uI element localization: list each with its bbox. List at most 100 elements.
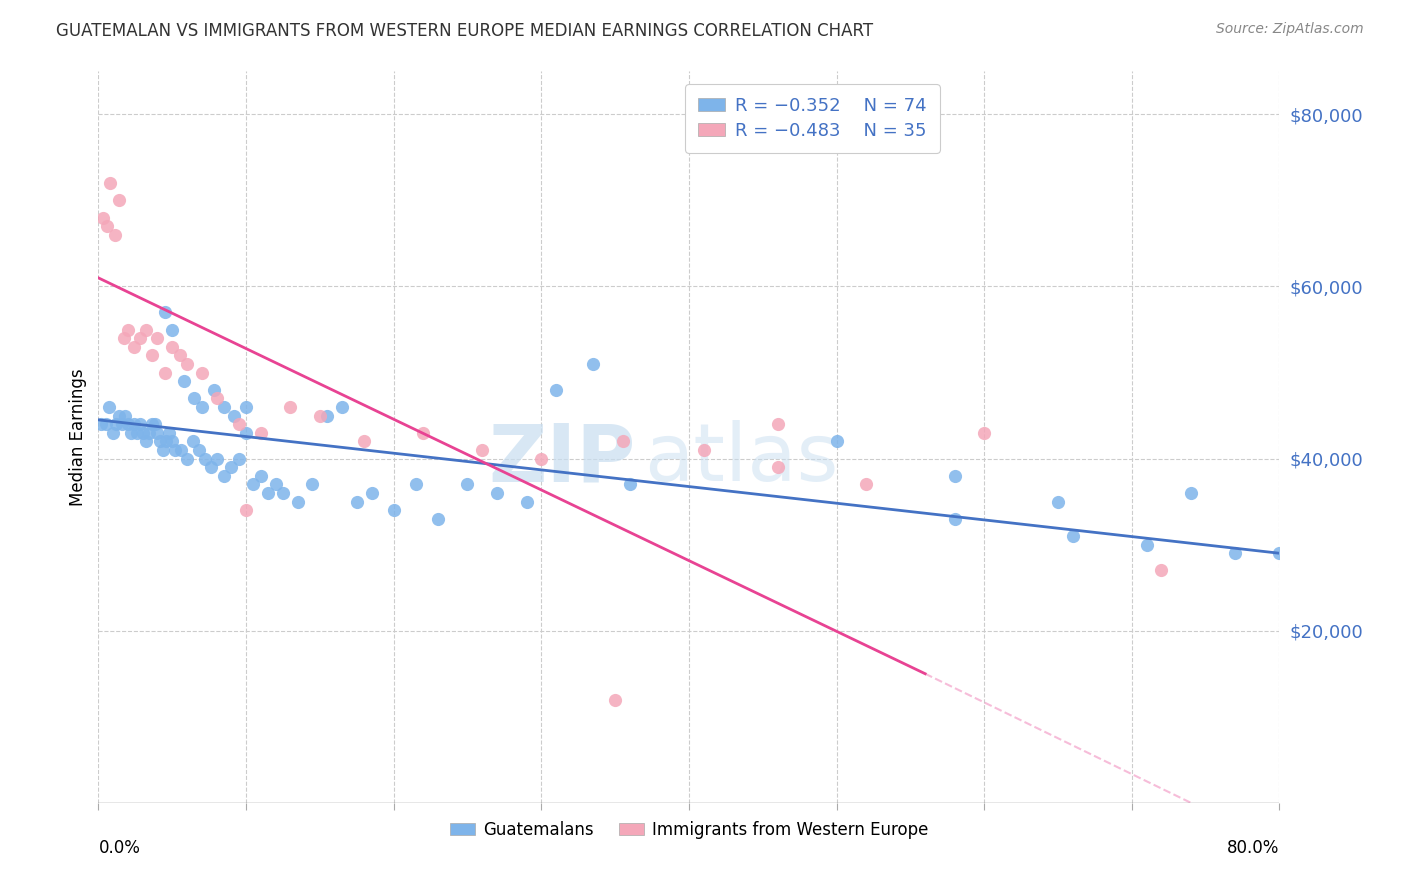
Point <box>766 417 789 432</box>
Point <box>855 477 877 491</box>
Point <box>316 409 339 423</box>
Point <box>141 348 163 362</box>
Point <box>141 417 163 432</box>
Point <box>153 366 176 380</box>
Point <box>943 512 966 526</box>
Point <box>257 486 280 500</box>
Point <box>212 400 235 414</box>
Point <box>181 434 204 449</box>
Point <box>90 417 112 432</box>
Point <box>1136 538 1159 552</box>
Point <box>405 477 427 491</box>
Point <box>612 434 634 449</box>
Point <box>427 512 450 526</box>
Point <box>128 331 150 345</box>
Point <box>135 434 157 449</box>
Point <box>152 442 174 457</box>
Point <box>105 417 128 432</box>
Legend: Guatemalans, Immigrants from Western Europe: Guatemalans, Immigrants from Western Eur… <box>443 814 935 846</box>
Text: 0.0%: 0.0% <box>98 839 141 857</box>
Point <box>104 227 127 242</box>
Point <box>112 331 135 345</box>
Point <box>1225 546 1247 560</box>
Point <box>94 417 117 432</box>
Text: ZIP: ZIP <box>488 420 636 498</box>
Point <box>353 434 375 449</box>
Point <box>1268 546 1291 560</box>
Point <box>205 451 228 466</box>
Point <box>96 219 118 234</box>
Point <box>170 442 193 457</box>
Point <box>271 486 294 500</box>
Point <box>212 468 235 483</box>
Point <box>98 176 121 190</box>
Point <box>108 194 131 208</box>
Point <box>176 357 198 371</box>
Point <box>457 477 479 491</box>
Point <box>187 442 209 457</box>
Point <box>287 494 309 508</box>
Point <box>250 425 273 440</box>
Point <box>582 357 605 371</box>
Point <box>155 434 177 449</box>
Point <box>1150 564 1173 578</box>
Point <box>346 494 368 508</box>
Point <box>149 434 172 449</box>
Point <box>766 460 789 475</box>
Point <box>122 417 145 432</box>
Point <box>330 400 353 414</box>
Point <box>382 503 405 517</box>
Point <box>546 383 568 397</box>
Point <box>157 425 180 440</box>
Point <box>97 400 120 414</box>
Point <box>132 425 155 440</box>
Point <box>309 409 332 423</box>
Point <box>973 425 995 440</box>
Point <box>146 331 169 345</box>
Point <box>205 392 228 406</box>
Point <box>128 417 150 432</box>
Point <box>1180 486 1202 500</box>
Point <box>301 477 323 491</box>
Point <box>183 392 205 406</box>
Point <box>471 442 494 457</box>
Point <box>122 340 145 354</box>
Point <box>135 322 157 336</box>
Point <box>114 409 136 423</box>
Point <box>173 374 195 388</box>
Point <box>264 477 287 491</box>
Text: atlas: atlas <box>644 420 838 498</box>
Point <box>146 425 169 440</box>
Point <box>619 477 641 491</box>
Point <box>1047 494 1070 508</box>
Point <box>194 451 217 466</box>
Point <box>516 494 538 508</box>
Point <box>486 486 509 500</box>
Point <box>117 322 139 336</box>
Point <box>117 417 139 432</box>
Point <box>224 409 246 423</box>
Point <box>120 425 142 440</box>
Point <box>108 409 131 423</box>
Point <box>235 503 257 517</box>
Point <box>143 417 166 432</box>
Point <box>242 477 264 491</box>
Point <box>191 366 214 380</box>
Point <box>235 400 257 414</box>
Point <box>162 340 183 354</box>
Point <box>202 383 225 397</box>
Point <box>200 460 222 475</box>
Point <box>280 400 302 414</box>
Point <box>221 460 243 475</box>
Text: GUATEMALAN VS IMMIGRANTS FROM WESTERN EUROPE MEDIAN EARNINGS CORRELATION CHART: GUATEMALAN VS IMMIGRANTS FROM WESTERN EU… <box>56 22 873 40</box>
Text: Source: ZipAtlas.com: Source: ZipAtlas.com <box>1216 22 1364 37</box>
Point <box>191 400 214 414</box>
Point <box>605 692 627 706</box>
Point <box>111 417 134 432</box>
Point <box>91 211 114 225</box>
Point <box>825 434 848 449</box>
Point <box>169 348 191 362</box>
Point <box>153 305 176 319</box>
Point <box>530 451 553 466</box>
Point <box>412 425 434 440</box>
